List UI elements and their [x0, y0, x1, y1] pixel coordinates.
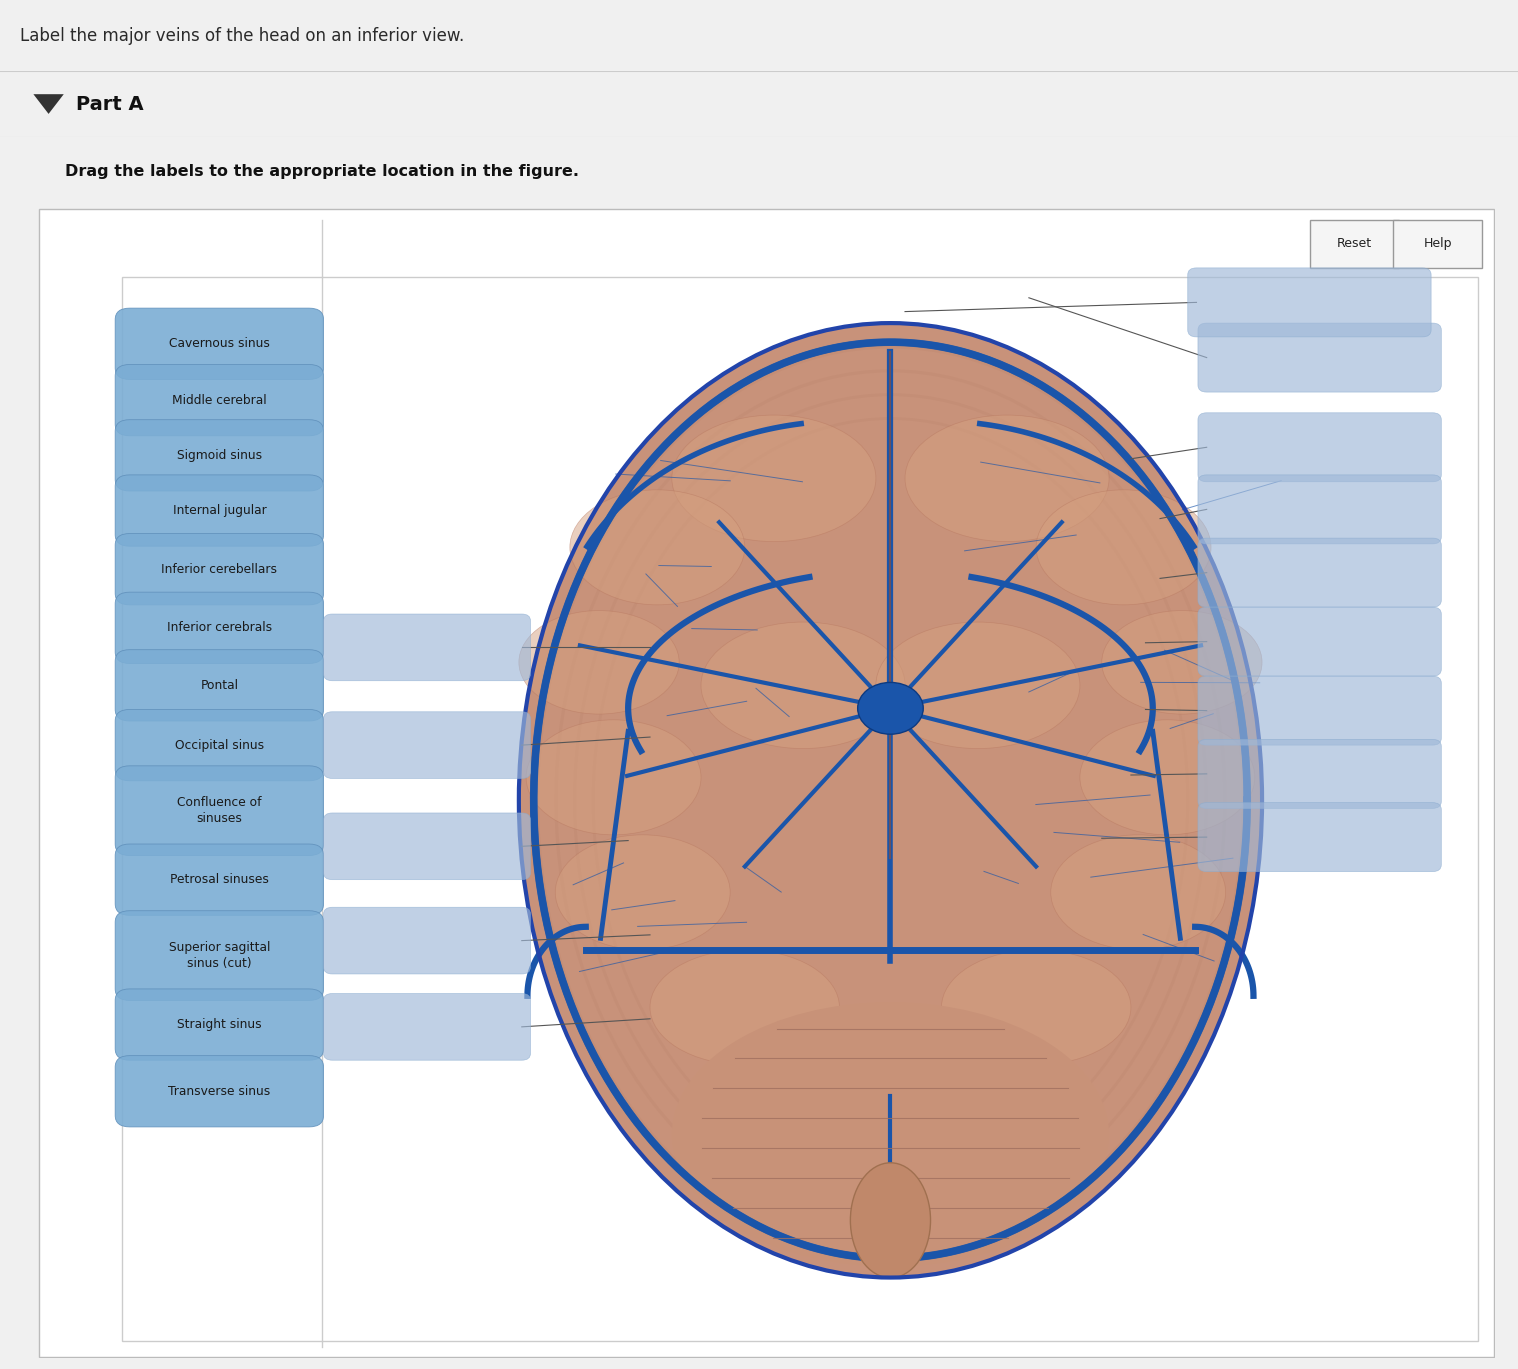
Ellipse shape [1102, 611, 1261, 715]
Ellipse shape [556, 835, 730, 950]
Ellipse shape [519, 323, 1261, 1277]
FancyBboxPatch shape [115, 308, 323, 379]
Ellipse shape [876, 622, 1079, 749]
FancyBboxPatch shape [115, 650, 323, 721]
Text: Pontal: Pontal [200, 679, 238, 691]
FancyBboxPatch shape [1198, 413, 1441, 482]
Text: Superior sagittal
sinus (cut): Superior sagittal sinus (cut) [168, 941, 270, 971]
Ellipse shape [905, 415, 1110, 542]
Text: Drag the labels to the appropriate location in the figure.: Drag the labels to the appropriate locat… [65, 164, 580, 178]
Text: Inferior cerebellars: Inferior cerebellars [161, 563, 278, 576]
Text: Help: Help [1424, 237, 1451, 251]
FancyBboxPatch shape [1198, 606, 1441, 676]
FancyBboxPatch shape [323, 712, 530, 779]
FancyBboxPatch shape [39, 209, 1494, 1357]
FancyBboxPatch shape [115, 765, 323, 856]
Ellipse shape [672, 1002, 1110, 1266]
FancyBboxPatch shape [115, 475, 323, 546]
Ellipse shape [850, 1162, 931, 1277]
Ellipse shape [941, 950, 1131, 1065]
Ellipse shape [672, 415, 876, 542]
FancyBboxPatch shape [123, 277, 1477, 1340]
Ellipse shape [1050, 835, 1225, 950]
Text: Confluence of
sinuses: Confluence of sinuses [178, 797, 261, 826]
Ellipse shape [858, 683, 923, 734]
Text: Petrosal sinuses: Petrosal sinuses [170, 873, 269, 886]
Text: Occipital sinus: Occipital sinus [175, 739, 264, 752]
FancyBboxPatch shape [115, 910, 323, 1001]
Ellipse shape [1079, 720, 1255, 835]
FancyBboxPatch shape [115, 364, 323, 435]
Text: Label the major veins of the head on an inferior view.: Label the major veins of the head on an … [20, 27, 465, 45]
FancyBboxPatch shape [1394, 219, 1482, 268]
Text: Transverse sinus: Transverse sinus [168, 1084, 270, 1098]
FancyBboxPatch shape [115, 534, 323, 605]
Text: Inferior cerebrals: Inferior cerebrals [167, 622, 272, 634]
Text: Internal jugular: Internal jugular [173, 504, 266, 517]
Ellipse shape [1037, 490, 1211, 605]
Text: Reset: Reset [1337, 237, 1372, 251]
Ellipse shape [569, 490, 745, 605]
FancyBboxPatch shape [1198, 676, 1441, 745]
FancyBboxPatch shape [1198, 739, 1441, 808]
FancyBboxPatch shape [115, 845, 323, 916]
FancyBboxPatch shape [1198, 475, 1441, 543]
FancyBboxPatch shape [115, 593, 323, 664]
FancyBboxPatch shape [115, 709, 323, 780]
Text: Middle cerebral: Middle cerebral [172, 394, 267, 407]
Text: Part A: Part A [76, 94, 144, 114]
Text: Straight sinus: Straight sinus [178, 1019, 261, 1031]
FancyBboxPatch shape [1198, 538, 1441, 606]
FancyBboxPatch shape [1198, 323, 1441, 392]
FancyBboxPatch shape [115, 1055, 323, 1127]
FancyBboxPatch shape [115, 988, 323, 1060]
FancyBboxPatch shape [323, 908, 530, 973]
FancyBboxPatch shape [323, 813, 530, 880]
FancyBboxPatch shape [323, 615, 530, 680]
Polygon shape [33, 94, 64, 114]
FancyBboxPatch shape [1198, 802, 1441, 872]
Text: Sigmoid sinus: Sigmoid sinus [176, 449, 263, 461]
Ellipse shape [650, 950, 839, 1065]
Ellipse shape [519, 611, 679, 715]
Ellipse shape [527, 720, 701, 835]
FancyBboxPatch shape [1187, 268, 1431, 337]
Text: Cavernous sinus: Cavernous sinus [168, 337, 270, 350]
FancyBboxPatch shape [323, 994, 530, 1060]
FancyBboxPatch shape [1310, 219, 1400, 268]
FancyBboxPatch shape [115, 420, 323, 491]
Ellipse shape [701, 622, 905, 749]
